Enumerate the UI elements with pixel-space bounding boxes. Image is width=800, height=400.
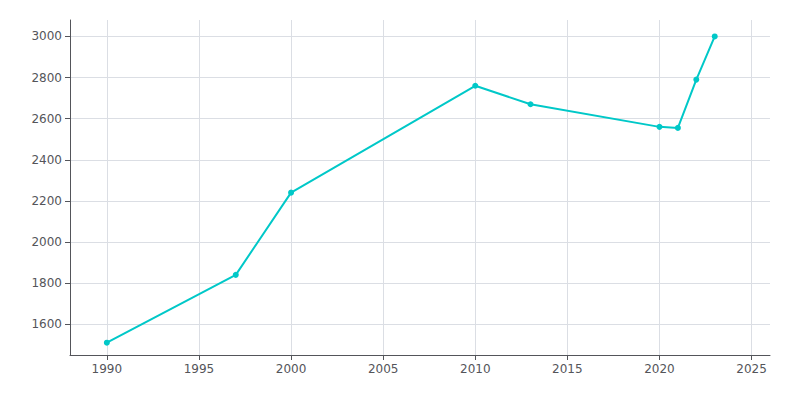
svg-text:2000: 2000 [276, 362, 307, 376]
svg-text:2000: 2000 [31, 235, 62, 249]
svg-text:3000: 3000 [31, 29, 62, 43]
svg-text:2025: 2025 [736, 362, 767, 376]
svg-text:2800: 2800 [31, 71, 62, 85]
svg-text:2200: 2200 [31, 194, 62, 208]
svg-text:2010: 2010 [460, 362, 491, 376]
svg-text:1600: 1600 [31, 317, 62, 331]
svg-text:1995: 1995 [184, 362, 215, 376]
svg-text:1800: 1800 [31, 276, 62, 290]
svg-text:2400: 2400 [31, 153, 62, 167]
svg-text:2005: 2005 [368, 362, 399, 376]
svg-text:1990: 1990 [92, 362, 123, 376]
svg-text:2600: 2600 [31, 112, 62, 126]
svg-text:2020: 2020 [644, 362, 675, 376]
svg-text:2015: 2015 [552, 362, 583, 376]
